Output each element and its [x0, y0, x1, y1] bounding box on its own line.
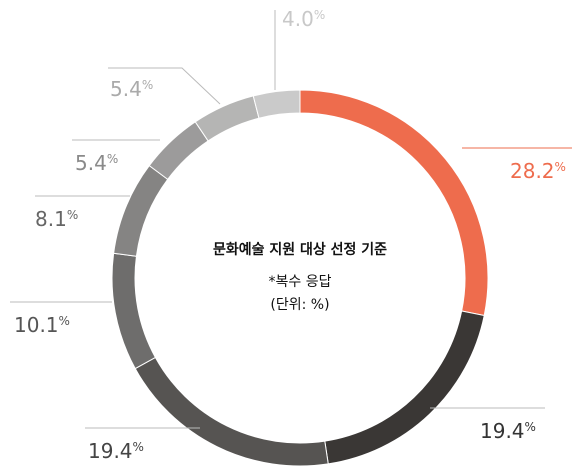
- donut-segment: [111, 252, 157, 370]
- leader-line: [108, 67, 221, 105]
- donut-segment: [252, 89, 301, 119]
- data-label: 10.1%: [14, 313, 70, 337]
- data-label-value: 28.2: [510, 159, 555, 183]
- data-label-value: 19.4: [88, 439, 133, 463]
- data-label-value: 19.4: [480, 419, 525, 443]
- donut-segment: [194, 95, 260, 142]
- chart-note: (단위: %): [270, 297, 329, 313]
- data-label-unit: %: [59, 314, 70, 328]
- data-label-unit: %: [133, 440, 144, 454]
- data-label-unit: %: [142, 78, 153, 92]
- chart-subtitle: *복수 응답: [269, 274, 332, 290]
- data-label: 5.4%: [75, 151, 118, 175]
- data-label-value: 5.4: [110, 77, 142, 101]
- data-label-unit: %: [67, 208, 78, 222]
- data-label-value: 8.1: [35, 207, 67, 231]
- data-label: 19.4%: [480, 419, 536, 443]
- data-label-value: 5.4: [75, 151, 107, 175]
- donut-segment: [148, 121, 209, 181]
- donut-segment: [324, 310, 485, 465]
- donut-segment: [134, 356, 329, 467]
- data-label-unit: %: [555, 160, 566, 174]
- data-label: 28.2%: [510, 159, 566, 183]
- donut-segment: [113, 164, 169, 257]
- data-label: 4.0%: [282, 7, 325, 31]
- data-label-unit: %: [107, 152, 118, 166]
- data-label-value: 10.1: [14, 313, 59, 337]
- chart-title: 문화예술 지원 대상 선정 기준: [213, 241, 387, 258]
- data-label-unit: %: [525, 420, 536, 434]
- data-label: 19.4%: [88, 439, 144, 463]
- data-label: 5.4%: [110, 77, 153, 101]
- data-label: 8.1%: [35, 207, 78, 231]
- data-label-value: 4.0: [282, 7, 314, 31]
- data-label-unit: %: [314, 8, 325, 22]
